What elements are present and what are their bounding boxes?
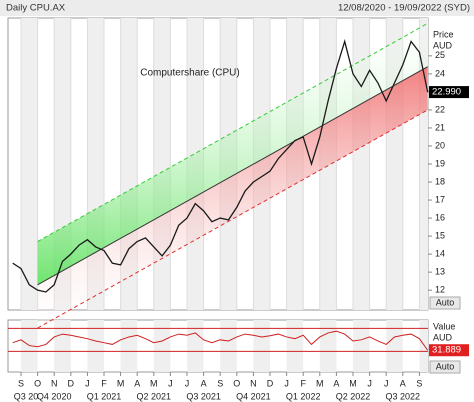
month-shade — [153, 18, 171, 310]
x-tick-label: A — [333, 378, 339, 388]
quarter-label: Q2 2022 — [336, 391, 371, 401]
x-tick-label: M — [150, 378, 158, 388]
quarter-label: Q4 2020 — [37, 391, 72, 401]
month-shade — [153, 320, 171, 372]
y-tick-label: 13 — [435, 267, 445, 277]
y-tick-label: 14 — [435, 248, 445, 258]
y-tick-label: 22 — [435, 104, 445, 114]
quarter-label: Q4 2021 — [236, 391, 271, 401]
month-shade — [419, 18, 428, 310]
last-price-tag — [429, 86, 469, 99]
channel-center — [37, 66, 428, 286]
auto-button[interactable] — [429, 296, 461, 310]
month-shade — [419, 320, 428, 372]
indicator-last-label: 31.889 — [432, 345, 461, 356]
indicator-last-tag — [429, 344, 469, 357]
x-tick-label: A — [134, 378, 140, 388]
header-range: 12/08/2020 - 19/09/2022 (SYD) — [338, 3, 470, 14]
price-line — [12, 39, 429, 293]
month-shade — [120, 320, 138, 372]
month-shade — [319, 320, 337, 372]
header-bar — [0, 0, 474, 16]
y-tick-label: 21 — [435, 122, 445, 132]
month-shade — [353, 320, 370, 372]
y-tick-label: 25 — [435, 50, 445, 60]
quarter-label: Q3 20 — [14, 391, 39, 401]
y-axis-label: Price — [433, 29, 454, 39]
x-tick-label: N — [51, 378, 58, 388]
month-shade — [386, 320, 403, 372]
month-shade — [21, 18, 38, 310]
y-tick-label: 20 — [435, 140, 445, 150]
x-tick-label: F — [300, 378, 306, 388]
channel-upper-fill — [37, 23, 428, 285]
x-tick-label: F — [101, 378, 107, 388]
y-tick-label: 24 — [435, 68, 445, 78]
x-tick-label: D — [267, 378, 274, 388]
y-tick-label: 18 — [435, 176, 445, 186]
x-tick-label: S — [217, 378, 223, 388]
auto-button[interactable] — [429, 360, 461, 374]
x-tick-label: J — [284, 378, 289, 388]
y-tick-label: 15 — [435, 230, 445, 240]
x-tick-label: M — [117, 378, 125, 388]
channel-lower-fill — [37, 66, 428, 329]
x-tick-label: J — [185, 378, 190, 388]
x-tick-label: O — [34, 378, 41, 388]
month-shade — [286, 320, 304, 372]
quarter-label: Q1 2021 — [87, 391, 122, 401]
y-axis-label: AUD — [433, 40, 453, 50]
quarter-label: Q2 2021 — [137, 391, 172, 401]
month-shade — [54, 320, 71, 372]
last-price-label: 22.990 — [432, 87, 461, 98]
month-shade — [220, 320, 237, 372]
annotation: Computershare (CPU) — [140, 68, 239, 79]
quarter-label: Q1 2022 — [286, 391, 321, 401]
quarter-label: Q3 2021 — [186, 391, 221, 401]
x-tick-label: M — [349, 378, 357, 388]
x-tick-label: J — [168, 378, 173, 388]
month-shade — [187, 320, 204, 372]
y-tick-label: 19 — [435, 158, 445, 168]
x-tick-label: O — [233, 378, 240, 388]
auto-button-label[interactable]: Auto — [436, 297, 455, 307]
header-title: Daily CPU.AX — [6, 3, 66, 14]
x-tick-label: S — [416, 378, 422, 388]
quarter-label: Q3 2022 — [386, 391, 421, 401]
x-tick-label: J — [85, 378, 90, 388]
x-tick-label: D — [68, 378, 75, 388]
channel-lower — [37, 109, 428, 329]
x-tick-label: A — [201, 378, 207, 388]
channel-upper — [37, 22, 428, 242]
y-tick-label: 12 — [435, 285, 445, 295]
x-tick-label: A — [400, 378, 406, 388]
auto-button-label[interactable]: Auto — [436, 361, 455, 371]
x-tick-label: J — [367, 378, 372, 388]
x-tick-label: N — [250, 378, 257, 388]
month-shade — [253, 320, 270, 372]
x-tick-label: J — [384, 378, 389, 388]
y-tick-label: 17 — [435, 194, 445, 204]
month-shade — [87, 320, 104, 372]
indicator-axis-label: AUD — [433, 332, 453, 342]
x-tick-label: M — [316, 378, 324, 388]
y-tick-label: 16 — [435, 212, 445, 222]
indicator-axis-label: Value — [433, 321, 455, 331]
indicator-line — [12, 330, 429, 351]
x-tick-label: S — [18, 378, 24, 388]
